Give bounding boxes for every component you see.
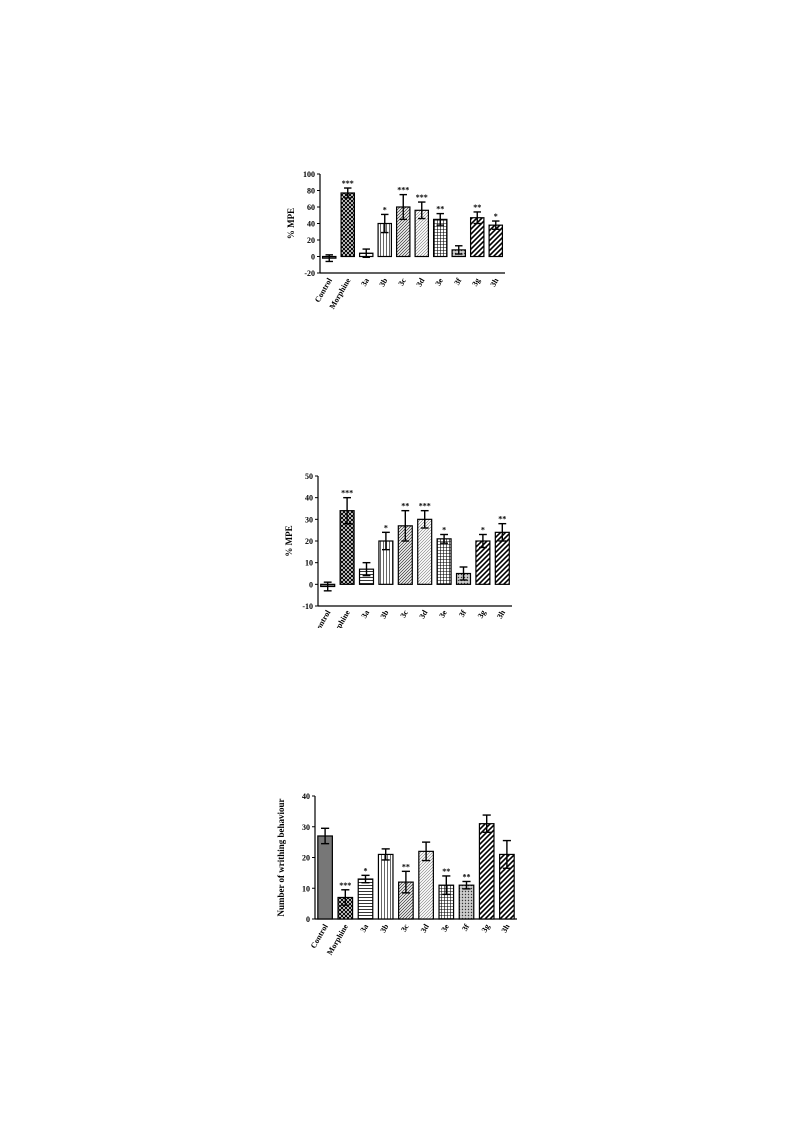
y-tick-label: 0 xyxy=(311,253,315,262)
category-label: 3g xyxy=(476,609,488,620)
category-label: Morphine xyxy=(327,608,352,628)
category-label: 3e xyxy=(433,276,445,287)
significance-label: * xyxy=(383,205,387,214)
category-label: 3d xyxy=(417,608,429,620)
y-tick-label: 40 xyxy=(302,792,310,801)
y-axis-label: % MPE xyxy=(286,208,296,239)
category-label: 3f xyxy=(460,922,471,933)
category-label: 3b xyxy=(379,608,391,620)
y-axis-label: % MPE xyxy=(284,525,294,556)
y-tick-label: 80 xyxy=(307,187,315,196)
significance-label: *** xyxy=(419,502,431,511)
bar xyxy=(458,884,475,920)
significance-label: ** xyxy=(442,867,450,876)
y-tick-label: 20 xyxy=(302,854,310,863)
significance-label: * xyxy=(364,866,368,875)
significance-label: *** xyxy=(339,881,351,890)
category-label: 3e xyxy=(437,608,449,619)
bar xyxy=(417,518,433,585)
bar xyxy=(377,853,394,920)
significance-label: *** xyxy=(341,489,353,498)
significance-label: * xyxy=(481,526,485,535)
significance-label: ** xyxy=(436,205,444,214)
bar xyxy=(317,835,333,920)
bar xyxy=(418,850,434,920)
significance-label: ** xyxy=(498,515,506,524)
y-tick-label: 10 xyxy=(305,559,313,568)
y-tick-label: -20 xyxy=(304,269,315,278)
y-tick-label: 40 xyxy=(305,494,313,503)
y-tick-label: 30 xyxy=(302,823,310,832)
category-label: 3h xyxy=(495,608,507,620)
bar xyxy=(340,192,356,258)
significance-label: * xyxy=(442,526,446,535)
y-tick-label: -10 xyxy=(302,602,313,611)
category-label: 3f xyxy=(452,276,463,287)
category-label: 3c xyxy=(396,276,408,287)
category-label: 3a xyxy=(359,277,371,288)
category-label: 3a xyxy=(358,923,370,934)
category-label: Control xyxy=(311,608,332,628)
y-tick-label: 20 xyxy=(307,236,315,245)
significance-label: ** xyxy=(463,872,471,881)
category-label: 3g xyxy=(470,277,482,288)
category-label: 3f xyxy=(457,608,468,619)
y-tick-label: 0 xyxy=(309,580,313,589)
chart-tail-flick: -20 0 20 40 60 80 100% MPE Control *** Morphine 3a… xyxy=(280,165,510,320)
significance-label: * xyxy=(494,212,498,221)
category-label: 3a xyxy=(359,609,371,620)
significance-label: *** xyxy=(397,186,409,195)
category-label: 3g xyxy=(480,923,492,934)
category-label: Control xyxy=(309,922,330,950)
y-tick-label: 100 xyxy=(303,170,315,179)
significance-label: ** xyxy=(473,203,481,212)
y-tick-label: 30 xyxy=(305,515,313,524)
category-label: 3e xyxy=(439,922,451,933)
category-label: 3d xyxy=(414,276,426,288)
bar xyxy=(478,823,495,920)
y-tick-label: 60 xyxy=(307,203,315,212)
y-tick-label: 10 xyxy=(302,884,310,893)
significance-label: *** xyxy=(416,193,428,202)
category-label: 3b xyxy=(377,276,389,288)
bar xyxy=(357,878,374,920)
category-label: 3c xyxy=(399,922,411,933)
bar xyxy=(436,538,452,585)
chart-writhing: 0 10 20 30 40 Number of writhing behaviour Con… xyxy=(272,782,522,957)
y-tick-label: 20 xyxy=(305,537,313,546)
significance-label: ** xyxy=(401,502,409,511)
category-label: 3c xyxy=(398,608,410,619)
category-label: 3d xyxy=(419,922,431,934)
y-axis-label: Number of writhing behaviour xyxy=(276,798,286,916)
y-tick-label: 40 xyxy=(307,220,315,229)
category-label: 3h xyxy=(488,276,500,288)
chart-3-svg: 0 10 20 30 40 Number of writhing behaviour Con… xyxy=(276,792,517,957)
significance-label: *** xyxy=(342,179,354,188)
significance-label: * xyxy=(384,523,388,532)
chart-hot-plate: -10 0 10 20 30 40 50% MPE Control *** Morphine 3a *… xyxy=(280,468,520,643)
category-label: 3b xyxy=(378,922,390,934)
y-tick-label: 0 xyxy=(306,915,310,924)
significance-label: ** xyxy=(402,862,410,871)
y-tick-label: 50 xyxy=(305,472,313,481)
category-label: 3h xyxy=(500,922,512,934)
